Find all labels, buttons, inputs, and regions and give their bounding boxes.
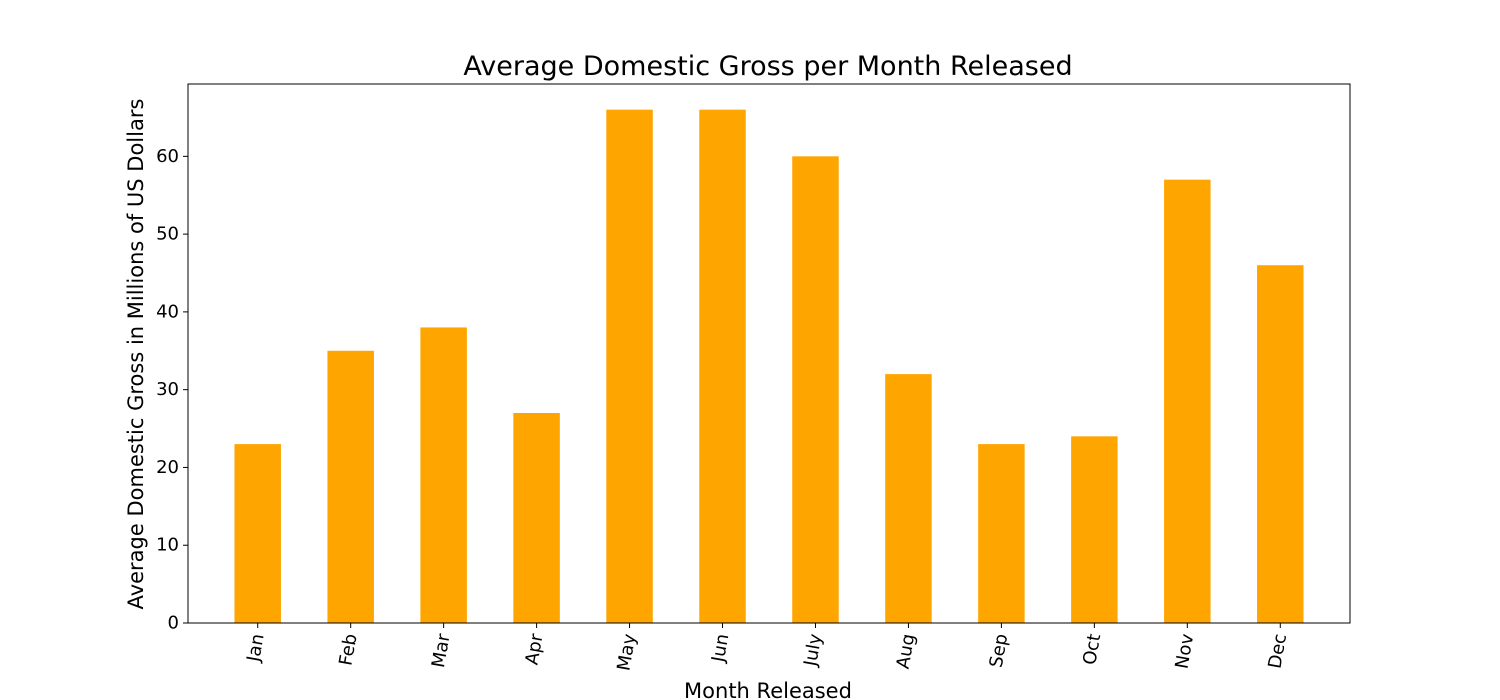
bar-jan (234, 444, 281, 623)
x-tick-label: Apr (521, 632, 547, 667)
y-tick-label: 0 (168, 613, 179, 634)
bar-aug (885, 374, 932, 623)
y-tick-label: 10 (156, 535, 179, 556)
bar-dec (1257, 265, 1304, 623)
chart-title: Average Domestic Gross per Month Release… (463, 51, 1072, 82)
bar-mar (420, 327, 467, 623)
x-tick-label: Nov (1171, 632, 1198, 671)
y-tick-label: 20 (156, 457, 179, 478)
bar-jun (699, 109, 746, 624)
x-tick-label: Mar (428, 632, 455, 670)
y-tick-label: 40 (156, 301, 179, 322)
y-tick-label: 30 (156, 379, 179, 400)
x-axis-ticks: Jan Feb Mar Apr May Jun July Aug Sep Oct Nov Dec (243, 623, 1291, 673)
y-axis-ticks: 0 10 20 30 40 50 60 (156, 146, 188, 634)
x-tick-label: Jan (243, 632, 269, 664)
x-axis-label: Month Released (684, 679, 852, 700)
bar-feb (327, 350, 374, 623)
bar-apr (513, 413, 560, 623)
bar-july (792, 156, 839, 623)
x-tick-label: July (800, 632, 827, 669)
x-tick-label: May (613, 632, 640, 673)
bars-group (234, 109, 1304, 624)
bar-sep (978, 444, 1025, 623)
y-axis-label: Average Domestic Gross in Millions of US… (124, 99, 148, 610)
x-tick-label: Jun (708, 632, 734, 664)
x-tick-label: Feb (335, 632, 361, 667)
bar-nov (1164, 179, 1211, 624)
x-tick-label: Aug (893, 632, 920, 670)
x-tick-label: Oct (1079, 632, 1105, 666)
x-tick-label: Sep (986, 632, 1013, 669)
bar-oct (1071, 436, 1118, 623)
x-tick-label: Dec (1264, 632, 1291, 670)
plot-frame (187, 83, 1351, 624)
bar-may (606, 109, 653, 624)
y-tick-label: 60 (156, 146, 179, 167)
plot-area: 0 10 20 30 40 50 60 Jan Feb Mar Apr May Jun July Aug S… (156, 83, 1351, 673)
y-tick-label: 50 (156, 224, 179, 245)
